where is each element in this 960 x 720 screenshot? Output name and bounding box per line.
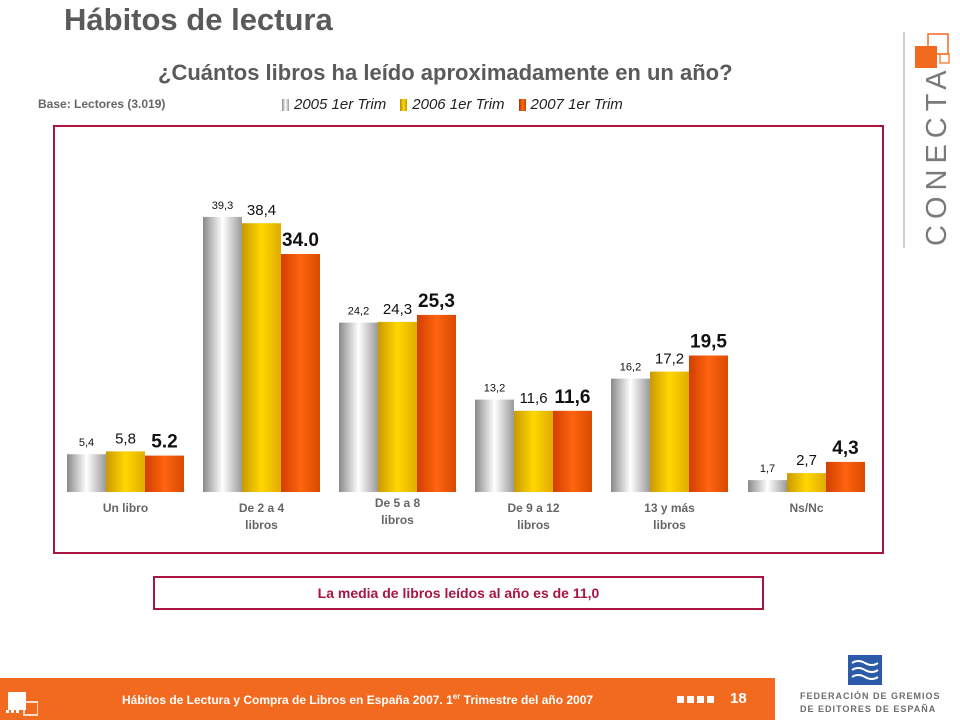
chart-subtitle: ¿Cuántos libros ha leído aproximadamente… <box>158 60 733 85</box>
bar-0-5 <box>748 480 787 492</box>
bar-1-3 <box>514 410 553 492</box>
bar-0-4 <box>611 378 650 492</box>
legend-swatch-2007 <box>518 98 526 111</box>
page-number: 18 <box>730 690 747 707</box>
data-label-1-3: 11,6 <box>519 390 547 407</box>
footer-logo-icon <box>6 692 38 716</box>
data-label-1-5: 2,7 <box>796 452 817 469</box>
conecta-logo: CONECTA <box>903 32 953 248</box>
data-label-0-2: 24,2 <box>348 306 369 318</box>
data-label-2-3: 11,6 <box>555 387 591 408</box>
chart-frame: 5,4 5,8 5.2 39,3 38,4 34.0 24,2 24,3 25,3 13,2 11,… <box>53 125 884 554</box>
bar-0-2 <box>339 322 378 492</box>
category-label-4: 13 y más libros <box>644 501 695 532</box>
bar-2-5 <box>826 461 865 492</box>
bar-1-0 <box>106 451 145 492</box>
data-label-1-4: 17,2 <box>655 351 684 368</box>
category-label-3: De 9 a 12 libros <box>507 501 559 532</box>
legend-label-2007: 2007 1er Trim <box>530 96 623 113</box>
federacion-line1: FEDERACIÓN DE GREMIOS <box>800 691 941 701</box>
summary-box: La media de libros leídos al año es de 1… <box>153 576 764 610</box>
category-label-5: Ns/Nc <box>789 501 823 515</box>
chart-legend: 2005 1er Trim 2006 1er Trim 2007 1er Tri… <box>282 96 623 113</box>
legend-item-2007: 2007 1er Trim <box>518 96 623 113</box>
bar-2-0 <box>145 455 184 492</box>
data-label-1-0: 5,8 <box>115 430 136 447</box>
base-note: Base: Lectores (3.019) <box>38 97 166 111</box>
category-label-0: Un libro <box>103 501 148 515</box>
bar-1-4 <box>650 371 689 492</box>
data-label-2-1: 34.0 <box>282 230 319 251</box>
bar-0-1 <box>203 216 242 492</box>
data-label-2-4: 19,5 <box>690 332 727 353</box>
data-label-2-0: 5.2 <box>151 432 177 453</box>
federacion-line2: DE EDITORES DE ESPAÑA <box>800 704 937 714</box>
legend-item-2005: 2005 1er Trim <box>282 96 386 113</box>
data-label-0-4: 16,2 <box>620 362 641 374</box>
legend-swatch-2006 <box>400 98 408 111</box>
bar-2-3 <box>553 410 592 492</box>
federacion-emblem-icon <box>848 655 882 685</box>
legend-label-2005: 2005 1er Trim <box>294 96 387 113</box>
data-label-2-5: 4,3 <box>832 438 858 459</box>
category-label-1: De 2 a 4 libros <box>239 501 285 532</box>
federacion-logo: FEDERACIÓN DE GREMIOS DE EDITORES DE ESP… <box>800 655 940 715</box>
bar-2-2 <box>417 314 456 492</box>
bar-1-2 <box>378 321 417 492</box>
data-label-0-1: 39,3 <box>212 200 233 212</box>
data-label-1-1: 38,4 <box>247 202 276 219</box>
bar-1-5 <box>787 473 826 492</box>
bar-chart: 5,4 5,8 5.2 39,3 38,4 34.0 24,2 24,3 25,3 13,2 11,… <box>67 200 865 532</box>
legend-label-2006: 2006 1er Trim <box>412 96 505 113</box>
footer-text: Hábitos de Lectura y Compra de Libros en… <box>122 692 594 707</box>
bar-0-0 <box>67 454 106 492</box>
legend-swatch-2005 <box>282 98 289 111</box>
data-label-0-3: 13,2 <box>484 383 505 395</box>
page-title: Hábitos de lectura <box>64 2 333 37</box>
data-label-1-2: 24,3 <box>383 301 412 318</box>
footer-bar: Hábitos de Lectura y Compra de Libros en… <box>0 678 775 720</box>
category-label-2: De 5 a 8 libros <box>375 496 421 527</box>
bar-2-4 <box>689 355 728 492</box>
footer-dots-icon <box>677 696 714 703</box>
data-label-0-5: 1,7 <box>760 463 775 475</box>
data-label-2-2: 25,3 <box>418 291 455 312</box>
bar-0-3 <box>475 399 514 492</box>
data-label-0-0: 5,4 <box>79 437 94 449</box>
bar-1-1 <box>242 223 281 492</box>
bar-2-1 <box>281 254 320 492</box>
conecta-text: CONECTA <box>921 64 953 246</box>
legend-item-2006: 2006 1er Trim <box>400 96 505 113</box>
